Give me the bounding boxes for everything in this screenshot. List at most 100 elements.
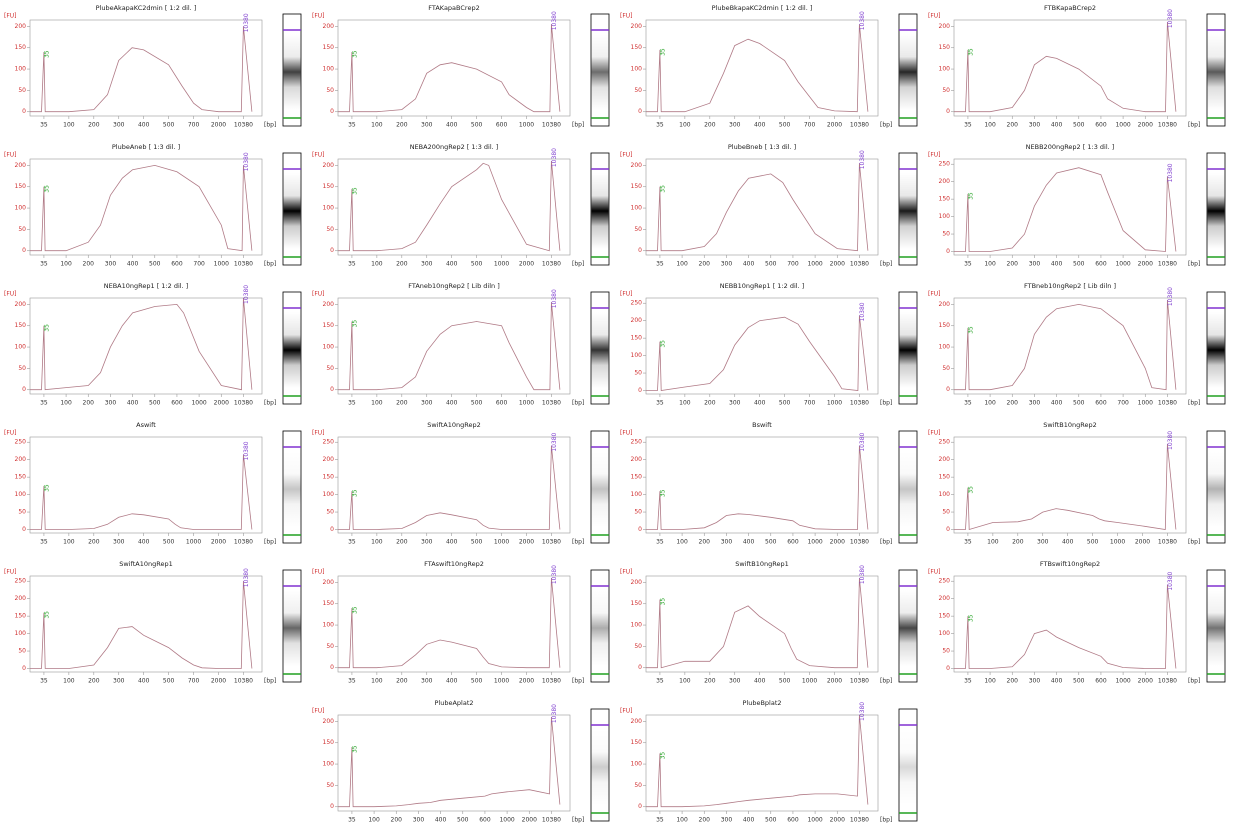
marker-label: 10380	[859, 565, 866, 584]
y-axis-label: [FU]	[620, 152, 633, 159]
x-tick-label: 200	[391, 817, 403, 824]
x-tick-label: 1000	[1110, 539, 1125, 546]
x-tick-label: 300	[729, 122, 741, 129]
x-tick-label: 1000	[807, 817, 822, 824]
y-axis-label: [FU]	[4, 152, 17, 159]
gel-smear	[1208, 312, 1225, 388]
x-tick-label: 400	[446, 122, 458, 129]
x-tick-label: 600	[496, 400, 508, 407]
chart-title: NEBA10ngRep1 [ 1:2 dil. ]	[104, 282, 188, 290]
x-tick-label: 1000	[494, 678, 509, 685]
x-tick-label: 10380	[1158, 539, 1177, 546]
gel-smear	[900, 590, 917, 666]
y-tick-label: 100	[939, 344, 951, 351]
marker-label: 10380	[551, 289, 558, 308]
x-tick-label: 10380	[542, 678, 561, 685]
y-tick-label: 150	[631, 44, 643, 51]
x-axis-label: [bp]	[264, 678, 276, 685]
marker-label: 10380	[551, 565, 558, 584]
x-tick-label: 200	[699, 539, 711, 546]
gel-smear	[1208, 173, 1225, 249]
marker-label: 10380	[243, 285, 250, 304]
y-tick-label: 150	[323, 474, 335, 481]
gel-smear	[1208, 451, 1225, 527]
y-tick-label: 200	[15, 23, 27, 30]
x-tick-label: 300	[1037, 539, 1049, 546]
marker-label: 35	[659, 489, 666, 497]
x-axis-label: [bp]	[572, 400, 584, 407]
y-tick-label: 150	[631, 474, 643, 481]
y-tick-label: 100	[939, 66, 951, 73]
x-tick-label: 400	[446, 400, 458, 407]
x-tick-label: 100	[60, 400, 72, 407]
chart-title: FTBneb10ngRep2 [ Lib diln ]	[1024, 282, 1116, 290]
electropherogram: FTAneb10ngRep2 [ Lib diln ][FU][bp]05010…	[308, 278, 616, 417]
y-tick-label: 150	[323, 322, 335, 329]
plot-frame	[954, 159, 1186, 255]
marker-label: 10380	[243, 13, 250, 32]
x-tick-label: 2000	[522, 817, 537, 824]
marker-label: 35	[43, 185, 50, 193]
x-tick-label: 500	[1073, 261, 1085, 268]
x-tick-label: 500	[1087, 539, 1099, 546]
x-tick-label: 10380	[850, 261, 869, 268]
x-tick-label: 2000	[211, 539, 226, 546]
x-axis-label: [bp]	[880, 261, 892, 268]
x-tick-label: 400	[743, 539, 755, 546]
y-tick-label: 100	[939, 491, 951, 498]
x-tick-label: 10380	[850, 539, 869, 546]
x-tick-label: 300	[1029, 678, 1041, 685]
y-tick-label: 50	[634, 87, 642, 94]
y-tick-label: 200	[631, 456, 643, 463]
x-tick-label: 10380	[542, 122, 561, 129]
x-tick-label: 700	[188, 122, 200, 129]
y-tick-label: 0	[330, 803, 334, 810]
y-tick-label: 150	[939, 474, 951, 481]
y-tick-label: 150	[15, 613, 27, 620]
x-tick-label: 400	[1051, 678, 1063, 685]
y-tick-label: 50	[634, 509, 642, 516]
x-tick-label: 600	[787, 539, 799, 546]
y-tick-label: 150	[631, 739, 643, 746]
x-tick-label: 100	[371, 261, 383, 268]
y-tick-label: 200	[631, 162, 643, 169]
x-axis-label: [bp]	[1188, 539, 1200, 546]
x-tick-label: 35	[40, 539, 48, 546]
y-tick-label: 50	[634, 643, 642, 650]
x-tick-label: 100	[371, 400, 383, 407]
x-tick-label: 700	[787, 261, 799, 268]
y-axis-label: [FU]	[928, 569, 941, 576]
y-axis-label: [FU]	[620, 430, 633, 437]
trace	[338, 717, 560, 807]
y-tick-label: 150	[939, 322, 951, 329]
trace	[30, 455, 252, 530]
y-axis-label: [FU]	[620, 708, 633, 715]
x-tick-label: 200	[396, 678, 408, 685]
y-tick-label: 0	[330, 526, 334, 533]
marker-label: 10380	[551, 432, 558, 451]
x-tick-label: 1000	[519, 400, 534, 407]
y-tick-label: 50	[942, 648, 950, 655]
x-tick-label: 10380	[850, 678, 869, 685]
marker-label: 10380	[243, 568, 250, 587]
y-tick-label: 150	[15, 44, 27, 51]
x-tick-label: 10380	[542, 261, 561, 268]
marker-label: 10380	[1167, 287, 1174, 306]
y-tick-label: 0	[638, 247, 642, 254]
x-tick-label: 35	[656, 261, 664, 268]
gel-smear	[900, 312, 917, 388]
x-tick-label: 400	[446, 261, 458, 268]
x-tick-label: 35	[348, 400, 356, 407]
x-tick-label: 500	[765, 817, 777, 824]
electropherogram: PlubeAneb [ 1:3 dil. ][FU][bp]0501001502…	[0, 139, 308, 278]
marker-label: 10380	[1167, 431, 1174, 450]
plot-frame	[646, 576, 878, 672]
marker-label: 10380	[1167, 9, 1174, 28]
y-tick-label: 200	[15, 456, 27, 463]
x-tick-label: 400	[446, 539, 458, 546]
x-tick-label: 1000	[519, 122, 534, 129]
x-tick-label: 500	[471, 539, 483, 546]
x-axis-label: [bp]	[572, 261, 584, 268]
x-axis-label: [bp]	[264, 400, 276, 407]
